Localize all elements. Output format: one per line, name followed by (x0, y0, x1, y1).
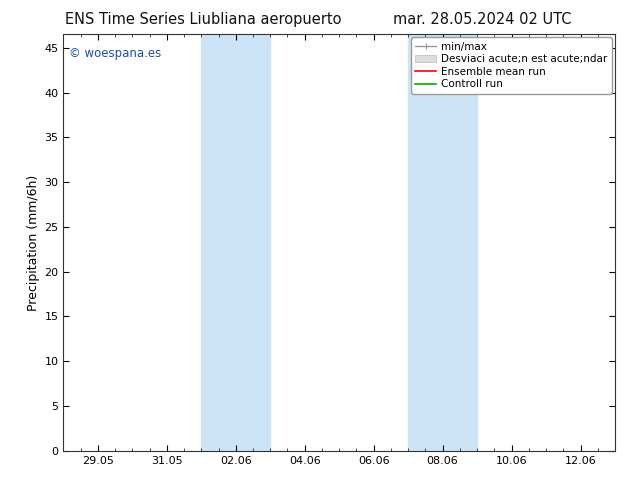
Text: ENS Time Series Liubliana aeropuerto: ENS Time Series Liubliana aeropuerto (65, 12, 341, 27)
Y-axis label: Precipitation (mm/6h): Precipitation (mm/6h) (27, 174, 40, 311)
Bar (408, 34, 477, 451)
Text: mar. 28.05.2024 02 UTC: mar. 28.05.2024 02 UTC (392, 12, 571, 27)
Legend: min/max, Desviaci acute;n est acute;ndar, Ensemble mean run, Controll run: min/max, Desviaci acute;n est acute;ndar… (411, 37, 612, 94)
Bar (202, 34, 270, 451)
Text: © woespana.es: © woespana.es (69, 47, 161, 60)
